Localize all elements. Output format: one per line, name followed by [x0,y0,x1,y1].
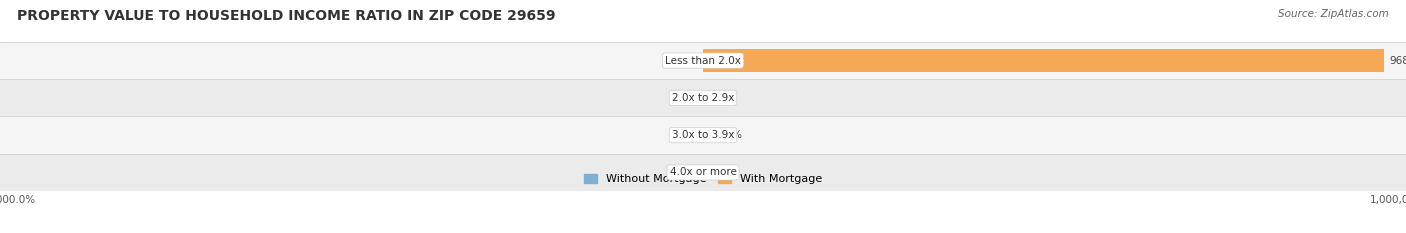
Text: 7.9%: 7.9% [671,93,697,103]
Legend: Without Mortgage, With Mortgage: Without Mortgage, With Mortgage [579,169,827,188]
Text: Less than 2.0x: Less than 2.0x [665,56,741,65]
Text: 0.0%: 0.0% [709,93,735,103]
Bar [0,116,1406,154]
Text: 0.0%: 0.0% [671,130,697,140]
Text: Source: ZipAtlas.com: Source: ZipAtlas.com [1278,9,1389,19]
Text: 968,750.0%: 968,750.0% [1389,56,1406,65]
Bar [703,49,1384,72]
Text: 4.0x or more: 4.0x or more [669,168,737,177]
Text: 3.0x to 3.9x: 3.0x to 3.9x [672,130,734,140]
Text: PROPERTY VALUE TO HOUSEHOLD INCOME RATIO IN ZIP CODE 29659: PROPERTY VALUE TO HOUSEHOLD INCOME RATIO… [17,9,555,23]
Bar [0,42,1406,79]
Bar [0,154,1406,191]
Text: 0.0%: 0.0% [709,168,735,177]
Text: 2.0x to 2.9x: 2.0x to 2.9x [672,93,734,103]
Text: 73.7%: 73.7% [664,56,697,65]
Text: 0.0%: 0.0% [671,168,697,177]
Bar [0,79,1406,116]
Text: 75.0%: 75.0% [709,130,742,140]
